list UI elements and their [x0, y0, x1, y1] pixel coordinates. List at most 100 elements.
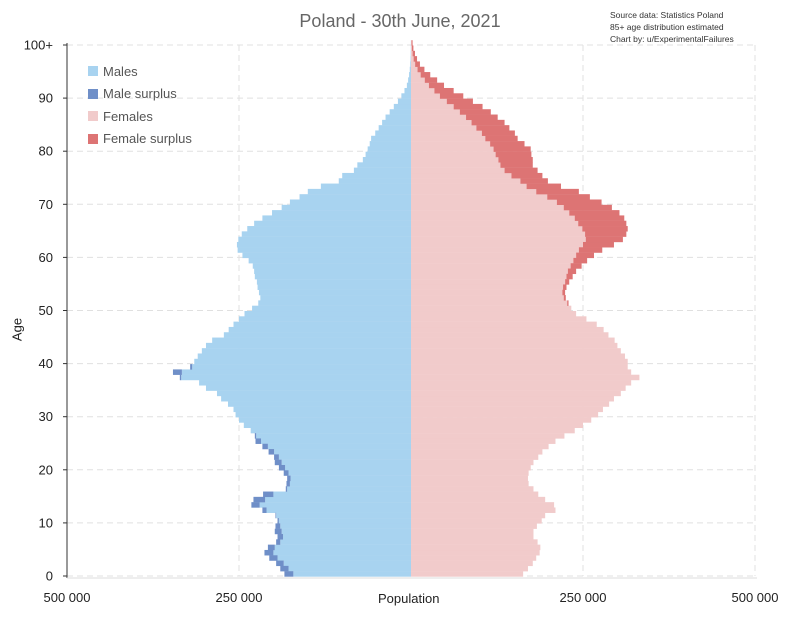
bar-male-age-71 — [299, 194, 411, 200]
bar-male-surplus-age-37 — [179, 374, 182, 381]
bar-female-age-21 — [411, 459, 534, 466]
bar-male-surplus-age-16 — [285, 486, 288, 492]
bar-male-age-5 — [274, 544, 411, 551]
bar-male-age-38 — [181, 369, 411, 375]
bar-female-age-60 — [411, 252, 577, 259]
x-tick-label-1: 250 000 — [216, 590, 263, 605]
bar-female-surplus-age-66 — [578, 220, 627, 227]
bar-female-age-50 — [411, 305, 572, 312]
bar-male-age-85 — [382, 119, 411, 126]
bar-male-age-17 — [289, 480, 411, 487]
bar-female-age-0 — [411, 571, 524, 577]
y-tick-label-0: 0 — [46, 569, 53, 584]
x-tick-label-3: 500 000 — [732, 590, 779, 605]
bar-male-age-89 — [397, 98, 411, 105]
bar-male-age-81 — [369, 141, 411, 147]
bar-female-age-79 — [411, 151, 496, 158]
bar-female-age-6 — [411, 539, 538, 545]
y-tick-label-6: 60 — [39, 250, 53, 265]
bar-female-age-28 — [411, 422, 583, 429]
bar-male-surplus-age-6 — [276, 539, 281, 545]
bar-male-age-1 — [288, 565, 411, 572]
bar-male-age-96 — [410, 61, 411, 67]
bar-male-age-29 — [239, 417, 411, 423]
bar-female-surplus-age-67 — [574, 215, 625, 221]
bar-male-age-74 — [338, 178, 411, 184]
bar-female-age-55 — [411, 279, 566, 285]
bar-male-age-19 — [288, 470, 411, 476]
bar-male-age-24 — [267, 443, 411, 450]
chart-title: Poland - 30th June, 2021 — [299, 11, 501, 31]
legend-item-males: Males — [88, 60, 192, 83]
bar-female-surplus-age-62 — [583, 241, 614, 248]
bar-male-age-77 — [357, 162, 411, 168]
males-bars — [181, 40, 411, 577]
legend-item-females: Females — [88, 105, 192, 128]
legend-swatch-females — [88, 111, 98, 122]
source-line-1: Source data: Statistics Poland — [610, 10, 724, 20]
bar-male-age-58 — [252, 263, 411, 269]
y-tick-label-9: 90 — [39, 91, 53, 106]
bar-female-surplus-age-94 — [420, 72, 431, 78]
bar-female-surplus-age-51 — [567, 300, 569, 306]
bar-male-age-95 — [409, 66, 411, 73]
bar-female-age-24 — [411, 443, 549, 450]
tick-labels: 0 10 20 30 40 50 60 70 80 90 100+ 500 000 250 000 250… — [24, 38, 779, 606]
y-tick-label-4: 40 — [39, 356, 53, 371]
bar-male-age-37 — [181, 374, 411, 381]
bar-female-age-68 — [411, 210, 570, 216]
bar-female-age-90 — [411, 93, 440, 99]
bar-female-surplus-age-59 — [573, 257, 588, 264]
bar-female-surplus-age-81 — [490, 141, 525, 147]
legend-label-female-surplus: Female surplus — [103, 131, 192, 147]
bar-male-age-25 — [261, 438, 411, 444]
bar-female-age-4 — [411, 549, 540, 556]
bar-male-age-11 — [276, 512, 411, 519]
bar-male-age-21 — [281, 459, 411, 466]
y-tick-label-5: 50 — [39, 303, 53, 318]
bar-female-surplus-age-87 — [459, 109, 491, 115]
bar-female-age-94 — [411, 72, 421, 78]
bar-male-age-50 — [252, 305, 411, 312]
bar-male-surplus-age-12 — [262, 507, 267, 513]
bar-female-age-44 — [411, 337, 615, 344]
bar-female-age-96 — [411, 61, 416, 67]
bar-female-age-13 — [411, 502, 555, 508]
y-axis-title: Age — [9, 317, 25, 342]
bar-male-age-72 — [307, 188, 411, 195]
bar-male-age-75 — [342, 172, 411, 179]
bar-male-age-49 — [244, 311, 411, 317]
bar-female-surplus-age-88 — [453, 103, 483, 110]
bar-male-surplus-age-5 — [267, 544, 275, 551]
bar-male-age-40 — [194, 358, 411, 365]
bar-female-age-63 — [411, 236, 586, 243]
bar-female-age-9 — [411, 523, 537, 529]
bar-female-age-10 — [411, 518, 542, 524]
bar-female-surplus-age-85 — [471, 119, 505, 126]
bar-female-surplus-age-96 — [415, 61, 420, 67]
bar-female-surplus-age-73 — [526, 183, 561, 190]
bar-female-age-25 — [411, 438, 556, 444]
bar-male-age-63 — [238, 236, 411, 243]
bar-female-age-54 — [411, 284, 564, 290]
bar-female-age-58 — [411, 263, 571, 269]
legend-label-females: Females — [103, 108, 153, 124]
bar-male-surplus-age-19 — [283, 470, 289, 476]
x-tick-label-2: 250 000 — [560, 590, 607, 605]
bar-female-surplus-age-70 — [556, 199, 602, 205]
bar-female-surplus-age-99 — [411, 45, 414, 52]
bar-male-age-69 — [281, 204, 411, 211]
bar-male-age-36 — [199, 380, 411, 386]
bar-female-surplus-age-86 — [466, 114, 498, 121]
bar-female-age-53 — [411, 289, 563, 296]
bar-female-age-70 — [411, 199, 557, 205]
bar-male-age-52 — [260, 295, 411, 301]
bar-female-surplus-age-78 — [498, 157, 533, 163]
bar-female-age-82 — [411, 135, 486, 142]
bar-female-surplus-age-57 — [567, 268, 577, 275]
bar-male-surplus-age-15 — [263, 491, 274, 498]
bar-male-age-9 — [280, 523, 411, 529]
bar-female-surplus-age-68 — [569, 210, 620, 216]
bar-male-surplus-age-11 — [275, 512, 277, 519]
bar-female-surplus-age-54 — [563, 284, 567, 290]
